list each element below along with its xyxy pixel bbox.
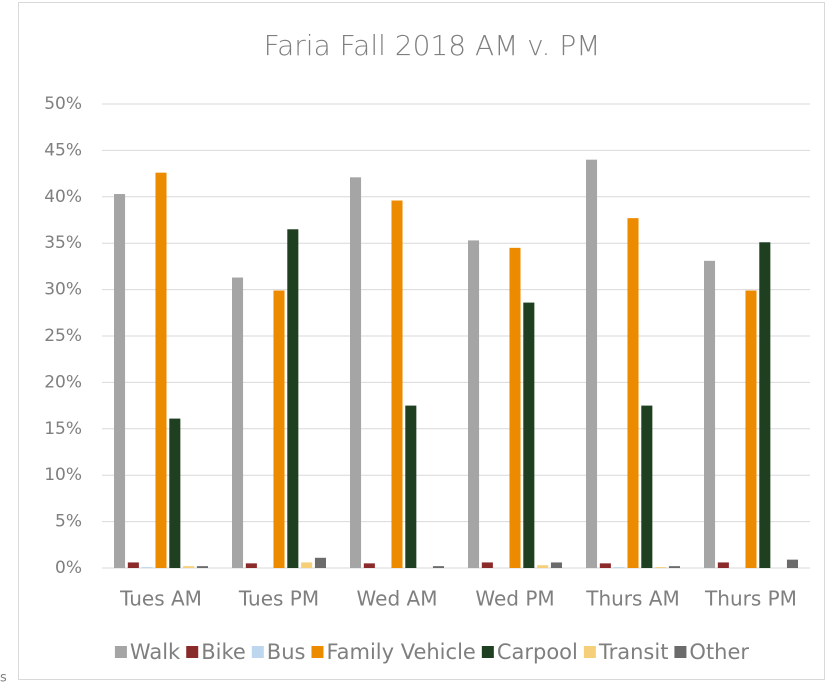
bar bbox=[183, 566, 195, 568]
bar bbox=[668, 566, 680, 568]
legend-label: Walk bbox=[130, 640, 181, 664]
bar bbox=[468, 240, 480, 568]
bar bbox=[141, 567, 153, 568]
x-tick-label: Tues AM bbox=[119, 587, 202, 611]
bar bbox=[641, 405, 653, 568]
bar bbox=[481, 562, 493, 568]
bar bbox=[613, 567, 625, 568]
bar bbox=[169, 418, 181, 568]
bar bbox=[586, 159, 598, 568]
bar bbox=[287, 229, 299, 568]
legend-label: Other bbox=[689, 640, 749, 664]
bar bbox=[155, 172, 167, 568]
bar bbox=[745, 290, 757, 568]
chart-border bbox=[18, 2, 825, 680]
y-tick-label: 50% bbox=[44, 94, 82, 114]
bar bbox=[704, 260, 716, 568]
x-tick-label: Wed AM bbox=[357, 587, 438, 611]
bar bbox=[245, 563, 257, 568]
text-fragment: s bbox=[0, 671, 7, 684]
legend-label: Carpool bbox=[497, 640, 578, 664]
y-tick-label: 35% bbox=[44, 233, 82, 253]
y-tick-label: 40% bbox=[44, 187, 82, 207]
x-tick-label: Thurs PM bbox=[704, 587, 797, 611]
bar bbox=[523, 302, 535, 568]
x-tick-label: Thurs AM bbox=[585, 587, 680, 611]
bar bbox=[786, 559, 798, 568]
x-tick-label: Tues PM bbox=[238, 587, 319, 611]
bar bbox=[127, 562, 139, 568]
legend-label: Family Vehicle bbox=[326, 640, 475, 664]
legend-swatch bbox=[311, 646, 324, 658]
bar bbox=[232, 277, 244, 568]
bar bbox=[537, 565, 549, 568]
bar bbox=[273, 290, 285, 568]
y-tick-label: 30% bbox=[44, 280, 82, 300]
y-tick-label: 20% bbox=[44, 372, 82, 392]
y-tick-label: 0% bbox=[55, 558, 82, 578]
legend-swatch bbox=[674, 646, 687, 658]
bar bbox=[717, 562, 729, 568]
bar bbox=[363, 563, 375, 568]
y-tick-label: 5% bbox=[55, 512, 82, 532]
chart-title: Faria Fall 2018 AM v. PM bbox=[264, 29, 601, 62]
bar bbox=[655, 567, 667, 568]
bar bbox=[314, 557, 326, 568]
legend-swatch bbox=[251, 646, 264, 658]
bar bbox=[599, 563, 611, 568]
bar bbox=[550, 562, 562, 568]
bar bbox=[391, 200, 403, 568]
bar bbox=[114, 194, 126, 569]
bar bbox=[509, 247, 521, 568]
y-tick-label: 10% bbox=[44, 465, 82, 485]
y-tick-label: 15% bbox=[44, 419, 82, 439]
y-tick-label: 25% bbox=[44, 326, 82, 346]
legend-label: Bike bbox=[201, 640, 246, 664]
x-tick-label: Wed PM bbox=[475, 587, 554, 611]
legend-swatch bbox=[481, 646, 494, 658]
bar bbox=[350, 177, 362, 568]
legend-swatch bbox=[114, 646, 127, 658]
legend-swatch bbox=[186, 646, 199, 658]
bar bbox=[196, 566, 208, 568]
bar bbox=[759, 242, 771, 568]
bar bbox=[432, 566, 444, 568]
legend-swatch bbox=[583, 646, 596, 658]
legend-label: Transit bbox=[598, 640, 669, 664]
bar bbox=[301, 562, 313, 568]
legend-label: Bus bbox=[267, 640, 306, 664]
bar bbox=[405, 405, 417, 568]
bar bbox=[627, 218, 639, 569]
y-tick-label: 45% bbox=[44, 140, 82, 160]
